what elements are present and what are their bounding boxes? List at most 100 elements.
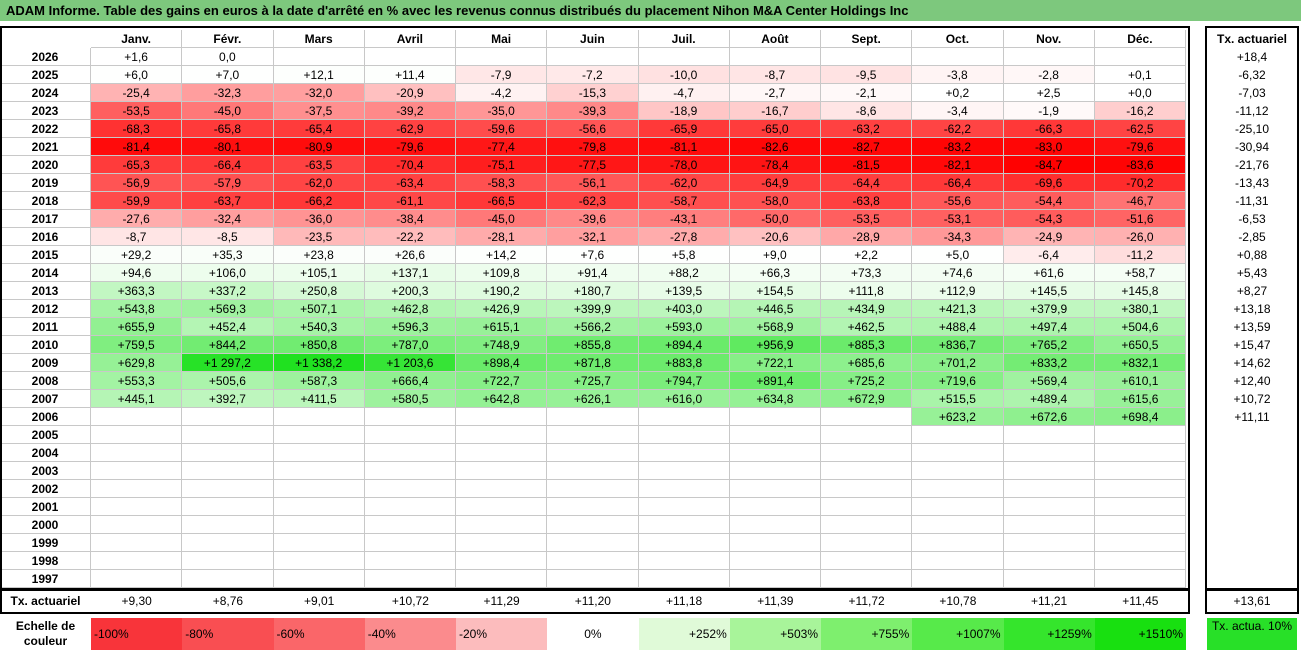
- gain-cell: -28,1: [456, 228, 548, 246]
- year-rate-cell: -6,53: [1238, 212, 1266, 226]
- gain-cell: -15,3: [547, 84, 639, 102]
- gain-cell: +23,8: [273, 246, 365, 264]
- gain-cell: [456, 570, 548, 588]
- month-header: Mars: [273, 30, 365, 48]
- summary-rate-cell: +8,76: [212, 594, 244, 608]
- gain-cell: [638, 516, 730, 534]
- gain-cell: +722,7: [456, 372, 548, 390]
- gain-cell: [729, 498, 821, 516]
- gain-cell: +2,5: [1003, 84, 1095, 102]
- gain-cell: +593,0: [638, 318, 730, 336]
- year-rate-cell: [1207, 516, 1297, 534]
- year-rate-cell: -25,10: [1234, 122, 1270, 136]
- gain-cell: -61,1: [364, 192, 456, 210]
- gain-cell: +112,9: [912, 282, 1004, 300]
- gain-cell: [638, 498, 730, 516]
- gain-cell: -78,4: [729, 156, 821, 174]
- gain-cell: +672,6: [1003, 408, 1095, 426]
- legend-step: -40%: [364, 618, 456, 650]
- year-rate-cell: +13,59: [1233, 320, 1271, 334]
- gain-cell: -9,5: [821, 66, 913, 84]
- gain-cell: [1094, 462, 1186, 480]
- gain-cell: +855,8: [547, 336, 639, 354]
- gain-cell: [1094, 444, 1186, 462]
- gain-cell: -55,6: [912, 192, 1004, 210]
- gain-cell: [1003, 498, 1095, 516]
- summary-rate-cell: +11,20: [574, 594, 611, 608]
- gain-cell: +74,6: [912, 264, 1004, 282]
- gain-cell: +891,4: [729, 372, 821, 390]
- year-rate-cell: -7,03: [1238, 86, 1266, 100]
- gain-cell: +569,3: [182, 300, 274, 318]
- gain-cell: +399,9: [547, 300, 639, 318]
- gain-cell: +725,7: [547, 372, 639, 390]
- gain-cell: [912, 426, 1004, 444]
- year-rate-cell: +5,43: [1236, 266, 1268, 280]
- gain-cell: +836,7: [912, 336, 1004, 354]
- summary-rate-cell: +11,21: [1031, 594, 1068, 608]
- gain-cell: -54,3: [1003, 210, 1095, 228]
- gain-cell: -2,8: [1003, 66, 1095, 84]
- gain-cell: -77,5: [547, 156, 639, 174]
- gain-cell: +623,2: [912, 408, 1004, 426]
- gain-cell: -64,9: [729, 174, 821, 192]
- year-rate-cell: -11,31: [1235, 194, 1269, 208]
- gain-cell: -53,5: [91, 102, 183, 120]
- gain-cell: -28,9: [821, 228, 913, 246]
- gain-cell: +722,1: [729, 354, 821, 372]
- gain-cell: -8,5: [182, 228, 274, 246]
- gain-cell: -54,4: [1003, 192, 1095, 210]
- gain-cell: +380,1: [1094, 300, 1186, 318]
- gain-cell: [821, 426, 913, 444]
- gain-cell: [547, 444, 639, 462]
- gain-cell: +885,3: [821, 336, 913, 354]
- gain-cell: [638, 48, 730, 66]
- gain-cell: +833,2: [1003, 354, 1095, 372]
- gain-cell: +685,6: [821, 354, 913, 372]
- gain-cell: [456, 408, 548, 426]
- gain-cell: +1 203,6: [364, 354, 456, 372]
- gain-cell: -63,7: [182, 192, 274, 210]
- gain-cell: -32,3: [182, 84, 274, 102]
- year-label: 1999: [0, 534, 91, 552]
- gain-cell: [364, 48, 456, 66]
- gain-cell: +462,8: [364, 300, 456, 318]
- gain-cell: -35,0: [456, 102, 548, 120]
- gain-cell: +616,0: [638, 390, 730, 408]
- gain-cell: -53,1: [912, 210, 1004, 228]
- year-label: 2022: [0, 120, 91, 138]
- gain-cell: +634,8: [729, 390, 821, 408]
- gain-cell: [273, 534, 365, 552]
- gain-cell: [547, 570, 639, 588]
- gain-cell: [547, 48, 639, 66]
- gain-cell: [1094, 552, 1186, 570]
- gain-cell: [273, 444, 365, 462]
- gain-cell: [1094, 426, 1186, 444]
- rate-header: Tx. actuariel: [1216, 32, 1288, 46]
- gain-cell: -2,7: [729, 84, 821, 102]
- gain-cell: -66,4: [912, 174, 1004, 192]
- gain-cell: +489,4: [1003, 390, 1095, 408]
- gain-cell: +200,3: [364, 282, 456, 300]
- year-label: 2007: [0, 390, 91, 408]
- gain-cell: +180,7: [547, 282, 639, 300]
- gain-cell: [364, 498, 456, 516]
- gain-cell: [456, 498, 548, 516]
- gain-cell: -70,2: [1094, 174, 1186, 192]
- year-rate-cell: +14,62: [1233, 356, 1271, 370]
- gain-cell: -36,0: [273, 210, 365, 228]
- gain-cell: +452,4: [182, 318, 274, 336]
- gain-cell: [912, 570, 1004, 588]
- year-rate-cell: +12,40: [1233, 374, 1271, 388]
- gain-cell: [91, 498, 183, 516]
- gain-cell: +403,0: [638, 300, 730, 318]
- gain-cell: +88,2: [638, 264, 730, 282]
- gain-cell: -63,5: [273, 156, 365, 174]
- gain-cell: -79,6: [1094, 138, 1186, 156]
- gain-cell: -34,3: [912, 228, 1004, 246]
- year-rate-cell: +10,72: [1233, 392, 1271, 406]
- gain-cell: +507,1: [273, 300, 365, 318]
- gain-cell: [273, 552, 365, 570]
- gain-cell: [456, 552, 548, 570]
- year-label: 2025: [0, 66, 91, 84]
